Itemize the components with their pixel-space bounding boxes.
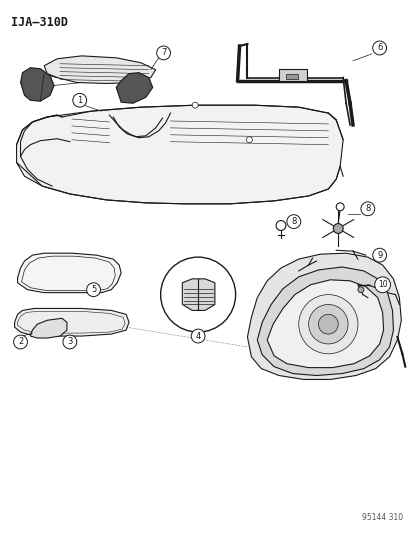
Text: 6: 6 <box>376 44 382 52</box>
Circle shape <box>308 304 347 344</box>
Text: 9: 9 <box>376 251 381 260</box>
Text: 8: 8 <box>364 204 370 213</box>
Text: 2: 2 <box>18 337 23 346</box>
Polygon shape <box>21 68 54 101</box>
Circle shape <box>335 203 343 211</box>
Circle shape <box>360 202 374 216</box>
Circle shape <box>372 248 386 262</box>
Text: 10: 10 <box>377 280 387 289</box>
Polygon shape <box>257 267 392 376</box>
Polygon shape <box>116 72 152 103</box>
Polygon shape <box>247 253 400 379</box>
Text: 95144 310: 95144 310 <box>361 513 402 521</box>
Polygon shape <box>17 105 342 204</box>
Circle shape <box>332 223 342 233</box>
Polygon shape <box>17 253 121 293</box>
Circle shape <box>298 295 357 354</box>
Circle shape <box>318 314 337 334</box>
Circle shape <box>160 257 235 332</box>
Polygon shape <box>14 309 129 336</box>
Polygon shape <box>30 318 67 338</box>
Circle shape <box>286 215 300 229</box>
Circle shape <box>73 93 86 107</box>
Circle shape <box>374 277 389 293</box>
Polygon shape <box>44 56 155 84</box>
Circle shape <box>14 335 27 349</box>
Circle shape <box>357 287 363 293</box>
Circle shape <box>372 41 386 55</box>
Polygon shape <box>266 280 383 368</box>
Circle shape <box>275 221 285 230</box>
Text: IJA–310D: IJA–310D <box>11 17 67 29</box>
Circle shape <box>192 102 198 108</box>
Circle shape <box>246 137 252 143</box>
Circle shape <box>191 329 204 343</box>
Text: 4: 4 <box>195 332 200 341</box>
Text: 3: 3 <box>67 337 72 346</box>
FancyBboxPatch shape <box>278 69 306 80</box>
Text: 8: 8 <box>290 217 296 226</box>
Text: 7: 7 <box>161 49 166 58</box>
Circle shape <box>63 335 76 349</box>
Circle shape <box>86 283 100 296</box>
Polygon shape <box>182 279 214 310</box>
FancyBboxPatch shape <box>285 74 297 78</box>
Text: 1: 1 <box>77 96 82 105</box>
Circle shape <box>156 46 170 60</box>
Text: 5: 5 <box>91 285 96 294</box>
